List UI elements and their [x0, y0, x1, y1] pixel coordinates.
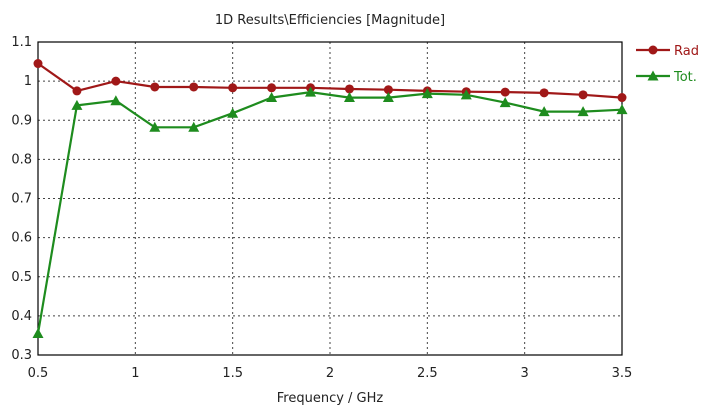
data-point-tot [32, 327, 44, 338]
x-tick-label: 3 [521, 366, 529, 381]
data-point-rad [267, 83, 277, 93]
chart-title: 1D Results\Efficiencies [Magnitude] [215, 13, 445, 28]
data-point-rad [33, 59, 43, 69]
x-tick-label: 3.5 [612, 366, 633, 381]
x-tick-label: 2.5 [417, 366, 438, 381]
y-tick-label: 0.7 [11, 192, 32, 207]
data-point-rad [228, 83, 238, 93]
data-point-tot [188, 121, 200, 132]
data-point-tot [421, 88, 433, 99]
series-line-tot [36, 90, 623, 334]
y-tick-label: 0.8 [11, 152, 32, 167]
data-point-tot [499, 97, 511, 108]
data-point-tot [227, 107, 239, 118]
data-point-tot [616, 104, 628, 115]
y-tick-label: 0.4 [11, 309, 32, 324]
legend-label-rad: Rad [674, 44, 699, 59]
data-point-tot [149, 121, 161, 132]
x-tick-label: 0.5 [28, 366, 49, 381]
x-tick-label: 1.5 [222, 366, 243, 381]
data-point-tot [266, 92, 278, 103]
y-tick-label: 1.1 [11, 35, 32, 50]
y-tick-label: 0.5 [11, 270, 32, 285]
series-group [32, 59, 628, 338]
x-tick-label: 1 [131, 366, 139, 381]
plot-area [37, 41, 623, 356]
series-line-rad [37, 62, 623, 99]
y-tick-label: 0.3 [11, 348, 32, 363]
data-point-rad [500, 87, 510, 97]
data-point-tot [538, 106, 550, 117]
data-point-tot [577, 106, 589, 117]
data-point-tot [71, 99, 83, 110]
data-point-rad [578, 90, 588, 100]
legend-marker-rad [648, 45, 658, 55]
data-point-tot [382, 92, 394, 103]
x-axis-label: Frequency / GHz [277, 391, 384, 406]
data-point-rad [150, 82, 160, 92]
legend-marker-tot [647, 70, 659, 81]
x-tick-label: 2 [326, 366, 334, 381]
legend: Rad Tot. [636, 44, 699, 85]
data-point-rad [383, 85, 393, 95]
data-point-tot [460, 89, 472, 100]
data-point-tot [343, 92, 355, 103]
data-point-rad [539, 88, 549, 98]
y-tick-label: 1 [24, 74, 32, 89]
y-axis: 0.3 0.4 0.5 0.6 0.7 0.8 0.9 1 1.1 [11, 35, 32, 363]
data-point-tot [110, 95, 122, 106]
data-point-rad [189, 82, 199, 92]
data-point-rad [617, 93, 627, 103]
x-axis: 0.5 1 1.5 2 2.5 3 3.5 [28, 366, 633, 381]
data-point-rad [72, 86, 82, 96]
data-point-tot [305, 86, 317, 97]
data-point-rad [111, 76, 121, 86]
y-tick-label: 0.6 [11, 231, 32, 246]
y-tick-label: 0.9 [11, 113, 32, 128]
data-point-rad [344, 84, 354, 94]
legend-label-tot: Tot. [673, 70, 697, 85]
